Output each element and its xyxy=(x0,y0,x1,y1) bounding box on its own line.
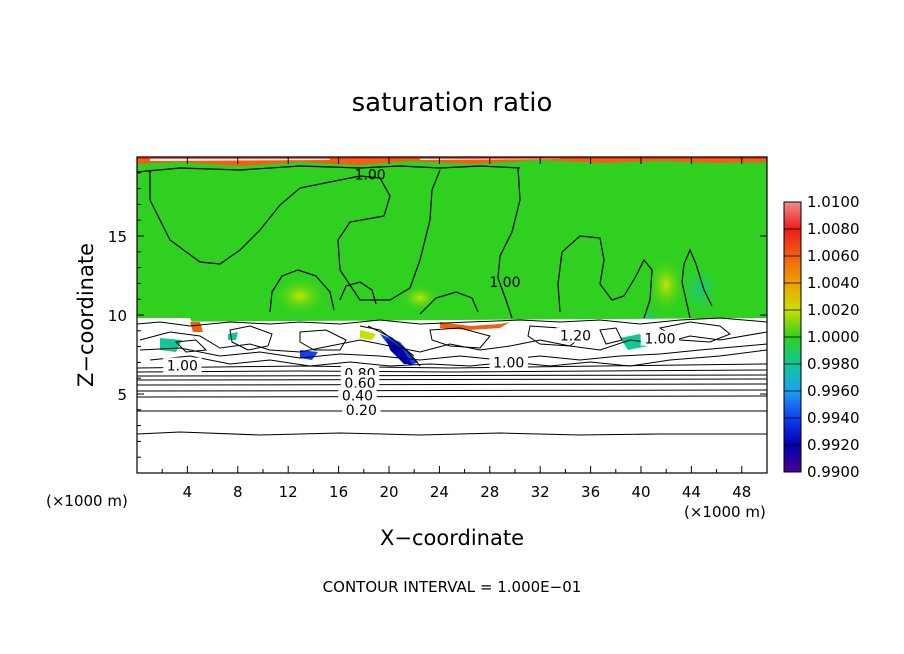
x-tick-label: 32 xyxy=(531,483,550,501)
heatmap-field xyxy=(137,157,767,473)
colorbar: 1.0100 1.0080 1.0060 1.0040 1.0020 1.0000 0.99… xyxy=(783,193,860,481)
contour-label: 0.40 xyxy=(342,389,373,405)
x-tick-label: 20 xyxy=(379,483,398,501)
heatmap-blob xyxy=(400,284,440,312)
colorbar-label: 1.0060 xyxy=(807,247,860,265)
heatmap-blob xyxy=(646,255,686,315)
contour-label-bg xyxy=(640,330,680,346)
contour-label-bg xyxy=(163,357,202,373)
chart-title: saturation ratio xyxy=(351,88,553,118)
contour-label: 1.00 xyxy=(355,167,386,183)
y-axis-label: Z−coordinate xyxy=(74,243,98,387)
contour-label-bg xyxy=(340,374,380,390)
heatmap-blob xyxy=(272,276,328,316)
x-tick-label: 8 xyxy=(233,483,243,501)
contour-label-bg xyxy=(489,354,528,370)
y-tick-label: 10 xyxy=(108,307,127,325)
heatmap-cloud-layer xyxy=(137,318,767,372)
colorbar-label: 1.0040 xyxy=(807,274,860,292)
heatmap-blob xyxy=(678,262,722,318)
x-unit-note-left: (×1000 m) xyxy=(46,492,128,510)
x-unit-note-right: (×1000 m) xyxy=(684,503,766,521)
x-tick-label: 4 xyxy=(183,483,193,501)
contour-label: 1.00 xyxy=(644,332,675,348)
heatmap-spot xyxy=(360,330,376,340)
colorbar-label: 1.0020 xyxy=(807,301,860,319)
colorbar-label: 0.9900 xyxy=(807,463,860,481)
contour-label: 1.20 xyxy=(560,329,591,345)
contour-interval-note: CONTOUR INTERVAL = 1.000E−01 xyxy=(322,578,582,596)
x-tick-label: 28 xyxy=(480,483,499,501)
colorbar-label: 1.0000 xyxy=(807,328,860,346)
contour-label-bg xyxy=(556,327,595,343)
y-tick-label: 5 xyxy=(117,386,127,404)
contour-lines-lower xyxy=(137,363,767,436)
contour-label: 1.00 xyxy=(489,275,520,291)
x-tick-label: 12 xyxy=(279,483,298,501)
colorbar-label: 0.9920 xyxy=(807,436,860,454)
x-tick-label: 16 xyxy=(329,483,348,501)
x-axis-label: X−coordinate xyxy=(380,526,524,550)
contour-label: 0.20 xyxy=(346,403,377,419)
contour-label: 1.00 xyxy=(493,355,524,371)
contour-label-bg xyxy=(342,401,381,417)
x-tick-label: 40 xyxy=(631,483,650,501)
x-tick-label: 36 xyxy=(581,483,600,501)
y-tick-label: 15 xyxy=(108,228,127,246)
contour-label: 1.00 xyxy=(167,359,198,375)
contour-lines-upper xyxy=(137,165,713,319)
colorbar-label: 0.9940 xyxy=(807,409,860,427)
colorbar-label: 0.9980 xyxy=(807,355,860,373)
contour-label-bg xyxy=(338,387,377,403)
x-tick-label: 44 xyxy=(682,483,701,501)
x-tick-label: 48 xyxy=(732,483,751,501)
x-tick-label: 24 xyxy=(430,483,449,501)
colorbar-label: 0.9960 xyxy=(807,382,860,400)
colorbar-label: 1.0100 xyxy=(807,193,860,211)
colorbar-label: 1.0080 xyxy=(807,220,860,238)
